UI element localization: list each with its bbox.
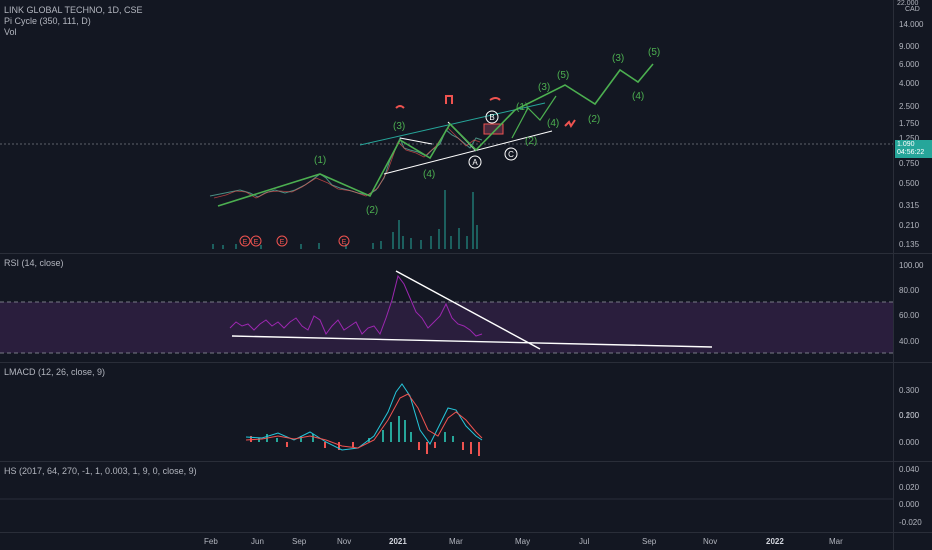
time-axis-divider xyxy=(0,532,932,533)
price-tick: 0.315 xyxy=(899,201,920,210)
volume-bars xyxy=(212,190,478,249)
wave-label-3: (3) xyxy=(393,121,405,132)
macd-tick: 0.300 xyxy=(899,386,920,395)
price-tick: 1.750 xyxy=(899,119,920,128)
macd-line xyxy=(245,383,483,451)
wave-label-1b: (1) xyxy=(516,102,528,113)
price-tick: 0.750 xyxy=(899,159,920,168)
time-tick: May xyxy=(515,537,531,546)
earnings-marker[interactable] xyxy=(276,235,288,247)
rsi-indicator-label[interactable]: RSI (14, close) xyxy=(4,258,64,268)
hs-tick: 0.020 xyxy=(899,483,920,492)
earnings-markers[interactable]: E E E E xyxy=(239,235,350,247)
price-tick: 0.135 xyxy=(899,240,920,249)
hs-tick: -0.020 xyxy=(899,518,922,527)
wave-label-1: (1) xyxy=(314,155,326,166)
chart-symbol-title[interactable]: LINK GLOBAL TECHNO, 1D, CSE xyxy=(4,5,143,15)
hs-indicator-label[interactable]: HS (2017, 64, 270, -1, 1, 0.003, 1, 9, 0… xyxy=(4,466,197,476)
time-axis[interactable]: Feb Jun Sep Nov 2021 Mar May Jul Sep Nov… xyxy=(0,533,893,550)
currency-label: CAD xyxy=(905,6,920,13)
macd-tick: 0.000 xyxy=(899,438,920,447)
lower-channel-line[interactable] xyxy=(383,130,553,175)
wave-label-3b: (3) xyxy=(538,82,550,93)
hs-tick: 0.000 xyxy=(899,500,920,509)
time-tick: Sep xyxy=(292,537,307,546)
abc-labels[interactable]: A B C xyxy=(468,110,518,169)
wave-label-a: A xyxy=(472,158,478,167)
elliott-wave-path[interactable] xyxy=(217,63,654,207)
hs-tick: 0.040 xyxy=(899,465,920,474)
pane-divider[interactable] xyxy=(0,461,932,462)
rsi-tick: 100.00 xyxy=(899,261,924,270)
wave-label-2b: (2) xyxy=(525,136,537,147)
time-tick: Mar xyxy=(829,537,843,546)
price-tick: 14.000 xyxy=(899,20,924,29)
rsi-downtrend-line[interactable] xyxy=(395,270,541,350)
wave-label-4: (4) xyxy=(423,169,435,180)
time-tick: Nov xyxy=(337,537,352,546)
price-tick: 0.210 xyxy=(899,221,920,230)
wave-label-4c: (4) xyxy=(632,91,644,102)
rsi-support-line[interactable] xyxy=(231,335,713,348)
time-tick: Feb xyxy=(204,537,218,546)
time-tick-year: 2022 xyxy=(766,537,784,546)
scribble-marks xyxy=(395,95,576,128)
wave-label-4b: (4) xyxy=(547,118,559,129)
time-tick: Nov xyxy=(703,537,718,546)
price-tick: 2.500 xyxy=(899,102,920,111)
pane-divider[interactable] xyxy=(0,253,932,254)
chart-canvas[interactable]: E E E E (1) (2) (3) (4) (1) (2) (3) (4) … xyxy=(0,0,893,532)
svg-text:E: E xyxy=(243,239,248,246)
wave-label-3c: (3) xyxy=(612,53,624,64)
macd-histogram xyxy=(250,416,480,456)
lmacd-indicator-label[interactable]: LMACD (12, 26, close, 9) xyxy=(4,367,106,377)
price-axis[interactable] xyxy=(893,0,932,550)
wave-label-5c: (5) xyxy=(648,47,660,58)
macd-tick: 0.100 xyxy=(899,411,920,420)
rsi-tick: 60.00 xyxy=(899,311,920,320)
earnings-marker[interactable] xyxy=(239,235,251,247)
price-tick: 0.500 xyxy=(899,179,920,188)
price-tick: 4.000 xyxy=(899,79,920,88)
time-tick: Jul xyxy=(579,537,590,546)
wave-labels[interactable]: (1) (2) (3) (4) (1) (2) (3) (4) (5) (2) … xyxy=(314,47,660,216)
rsi-line xyxy=(229,274,483,337)
time-tick-year: 2021 xyxy=(389,537,407,546)
svg-text:E: E xyxy=(254,239,259,246)
time-tick: Jun xyxy=(251,537,264,546)
price-tick: 1.250 xyxy=(899,134,920,143)
price-tick: 6.000 xyxy=(899,60,920,69)
abc-line[interactable] xyxy=(399,137,433,145)
wave-label-c: C xyxy=(508,150,514,159)
price-tick: 22.000 xyxy=(897,0,919,7)
rsi-tick: 40.00 xyxy=(899,337,920,346)
svg-text:E: E xyxy=(342,239,347,246)
earnings-marker[interactable] xyxy=(250,235,262,247)
volume-indicator-label[interactable]: Vol xyxy=(4,27,17,37)
elliott-wave-path-2[interactable] xyxy=(511,95,557,139)
pane-divider[interactable] xyxy=(0,362,932,363)
macd-tick: 0.200 xyxy=(899,411,920,420)
wave-label-2c: (2) xyxy=(588,114,600,125)
rsi-tick: 80.00 xyxy=(899,286,920,295)
last-price-value: 1.090 xyxy=(897,141,915,148)
macd-signal-line xyxy=(245,393,483,449)
wave-label-2: (2) xyxy=(366,205,378,216)
price-tick: 9.000 xyxy=(899,42,920,51)
bar-countdown: 04:56:22 xyxy=(897,149,925,156)
time-tick: Mar xyxy=(449,537,463,546)
target-box[interactable] xyxy=(483,123,504,135)
earnings-marker[interactable] xyxy=(338,235,350,247)
rsi-band xyxy=(0,302,893,353)
last-price-badge[interactable]: 1.090 04:56:22 xyxy=(895,140,932,158)
pi-cycle-indicator-label[interactable]: Pi Cycle (350, 111, D) xyxy=(4,16,91,26)
svg-text:E: E xyxy=(280,239,285,246)
wave-label-5b: (5) xyxy=(557,70,569,81)
wave-label-b: B xyxy=(489,113,494,122)
time-tick: Sep xyxy=(642,537,657,546)
